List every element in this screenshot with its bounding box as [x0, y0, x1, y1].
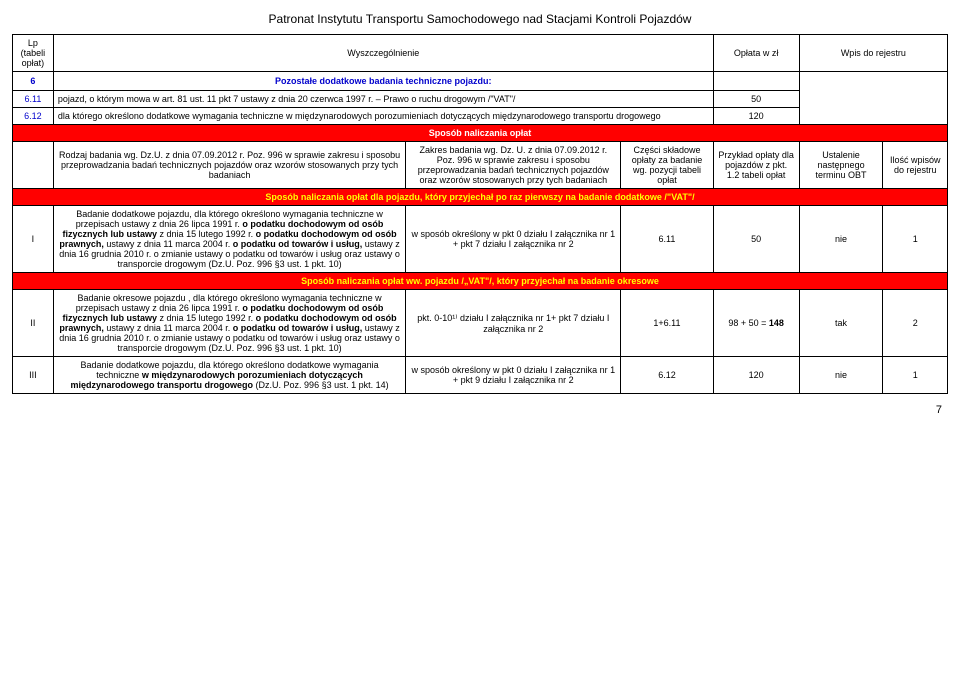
section-6-empty1 [713, 72, 799, 91]
page-number: 7 [12, 404, 948, 416]
row-I-czesci: 6.11 [621, 206, 713, 273]
row-II-desc-b3: o podatku od towarów i usług, [233, 323, 363, 333]
row-III-czesci: 6.12 [621, 357, 713, 394]
sub-empty [13, 142, 54, 189]
row-III: III Badanie dodatkowe pojazdu, dla które… [13, 357, 948, 394]
section-6-title: Pozostałe dodatkowe badania techniczne p… [53, 72, 713, 91]
row-6-12-fee: 120 [713, 108, 799, 125]
row-I-desc-b3: o podatku od towarów i usług, [233, 239, 363, 249]
row-I-przyklad: 50 [713, 206, 799, 273]
row-I-desc-mid2: ustawy z dnia 11 marca 2004 r. [104, 239, 233, 249]
row-III-desc: Badanie dodatkowe pojazdu, dla którego o… [53, 357, 406, 394]
row-II-zakres: pkt. 0-10¹⁾ działu I załącznika nr 1+ pk… [406, 290, 621, 357]
calc-header-row: Sposób naliczania opłat [13, 125, 948, 142]
red-row-2: Sposób naliczania opłat ww. pojazdu /„VA… [13, 273, 948, 290]
row-6-12-text: dla którego określono dodatkowe wymagani… [53, 108, 713, 125]
row-II-ilosc: 2 [883, 290, 948, 357]
row-II-desc: Badanie okresowe pojazdu , dla którego o… [53, 290, 406, 357]
row-6-12-num: 6.12 [13, 108, 54, 125]
fees-table: Lp (tabeli opłat) Wyszczególnienie Opłat… [12, 34, 948, 394]
sub-ilosc: Ilość wpisów do rejestru [883, 142, 948, 189]
table-header-row: Lp (tabeli opłat) Wyszczególnienie Opłat… [13, 35, 948, 72]
row-I-zakres: w sposób określony w pkt 0 działu I załą… [406, 206, 621, 273]
row-III-zakres: w sposób określony w pkt 0 działu I załą… [406, 357, 621, 394]
col-wysz: Wyszczególnienie [53, 35, 713, 72]
row-III-num: III [13, 357, 54, 394]
col-oplata: Opłata w zł [713, 35, 799, 72]
sub-zakres: Zakres badania wg. Dz. U. z dnia 07.09.2… [406, 142, 621, 189]
row-I-ilosc: 1 [883, 206, 948, 273]
row-II-num: II [13, 290, 54, 357]
section-6-empty2 [799, 72, 947, 125]
sub-przyklad: Przykład opłaty dla pojazdów z pkt. 1.2 … [713, 142, 799, 189]
row-II-desc-mid2: ustawy z dnia 11 marca 2004 r. [104, 323, 233, 333]
row-II: II Badanie okresowe pojazdu , dla któreg… [13, 290, 948, 357]
sub-rodzaj: Rodzaj badania wg. Dz.U. z dnia 07.09.20… [53, 142, 406, 189]
row-6-11-fee: 50 [713, 91, 799, 108]
red-1-text: Sposób naliczania opłat dla pojazdu, któ… [13, 189, 948, 206]
row-III-ustalenie: nie [799, 357, 883, 394]
row-II-przyklad-a: 98 + 50 = [728, 318, 769, 328]
row-6-11-num: 6.11 [13, 91, 54, 108]
row-III-przyklad: 120 [713, 357, 799, 394]
col-lp: Lp (tabeli opłat) [13, 35, 54, 72]
row-II-desc-mid1: z dnia 15 lutego 1992 r. [157, 313, 256, 323]
row-I-desc: Badanie dodatkowe pojazdu, dla którego o… [53, 206, 406, 273]
row-I: I Badanie dodatkowe pojazdu, dla którego… [13, 206, 948, 273]
row-I-desc-mid1: z dnia 15 lutego 1992 r. [157, 229, 256, 239]
page-title: Patronat Instytutu Transportu Samochodow… [12, 12, 948, 26]
col-wpis: Wpis do rejestru [799, 35, 947, 72]
sub-czesci: Części składowe opłaty za badanie wg. po… [621, 142, 713, 189]
section-6-row: 6 Pozostałe dodatkowe badania techniczne… [13, 72, 948, 91]
row-II-przyklad-b: 148 [769, 318, 784, 328]
row-III-ilosc: 1 [883, 357, 948, 394]
section-6-num: 6 [13, 72, 54, 91]
row-I-ustalenie: nie [799, 206, 883, 273]
row-I-num: I [13, 206, 54, 273]
row-II-przyklad: 98 + 50 = 148 [713, 290, 799, 357]
row-III-desc-post: (Dz.U. Poz. 996 §3 ust. 1 pkt. 14) [253, 380, 389, 390]
row-II-ustalenie: tak [799, 290, 883, 357]
red-row-1: Sposób naliczania opłat dla pojazdu, któ… [13, 189, 948, 206]
row-6-11-text: pojazd, o którym mowa w art. 81 ust. 11 … [53, 91, 713, 108]
calc-header: Sposób naliczania opłat [13, 125, 948, 142]
sub-ustalenie: Ustalenie następnego terminu OBT [799, 142, 883, 189]
sub-header-row: Rodzaj badania wg. Dz.U. z dnia 07.09.20… [13, 142, 948, 189]
red-2-text: Sposób naliczania opłat ww. pojazdu /„VA… [13, 273, 948, 290]
row-II-czesci: 1+6.11 [621, 290, 713, 357]
